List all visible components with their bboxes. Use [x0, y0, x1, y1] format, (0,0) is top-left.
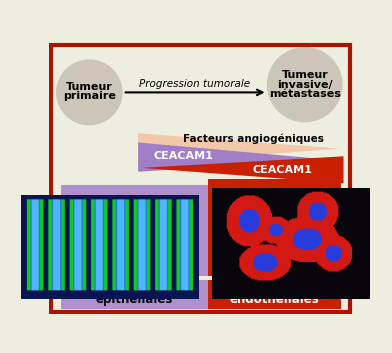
Polygon shape [138, 143, 336, 172]
FancyBboxPatch shape [208, 280, 341, 309]
Text: épithéliales: épithéliales [96, 293, 173, 306]
Text: Tumeur: Tumeur [281, 71, 328, 80]
Text: Facteurs angiogéniques: Facteurs angiogéniques [183, 133, 324, 144]
Text: CEACAM1: CEACAM1 [252, 165, 312, 175]
Text: Cellules: Cellules [249, 283, 301, 296]
FancyBboxPatch shape [208, 179, 341, 276]
Text: Cellules: Cellules [108, 283, 160, 296]
Polygon shape [142, 156, 343, 183]
Text: endothéliales: endothéliales [230, 293, 319, 306]
FancyBboxPatch shape [61, 185, 208, 276]
Circle shape [268, 48, 342, 122]
Text: primaire: primaire [63, 91, 116, 101]
FancyBboxPatch shape [61, 280, 208, 309]
Polygon shape [138, 133, 339, 164]
Text: Tumeur: Tumeur [66, 82, 113, 92]
Text: CEACAM1: CEACAM1 [154, 150, 214, 161]
Text: invasive/: invasive/ [277, 80, 332, 90]
Text: métastases: métastases [269, 89, 341, 99]
Text: Progression tumorale: Progression tumorale [139, 79, 250, 89]
Circle shape [57, 60, 122, 125]
